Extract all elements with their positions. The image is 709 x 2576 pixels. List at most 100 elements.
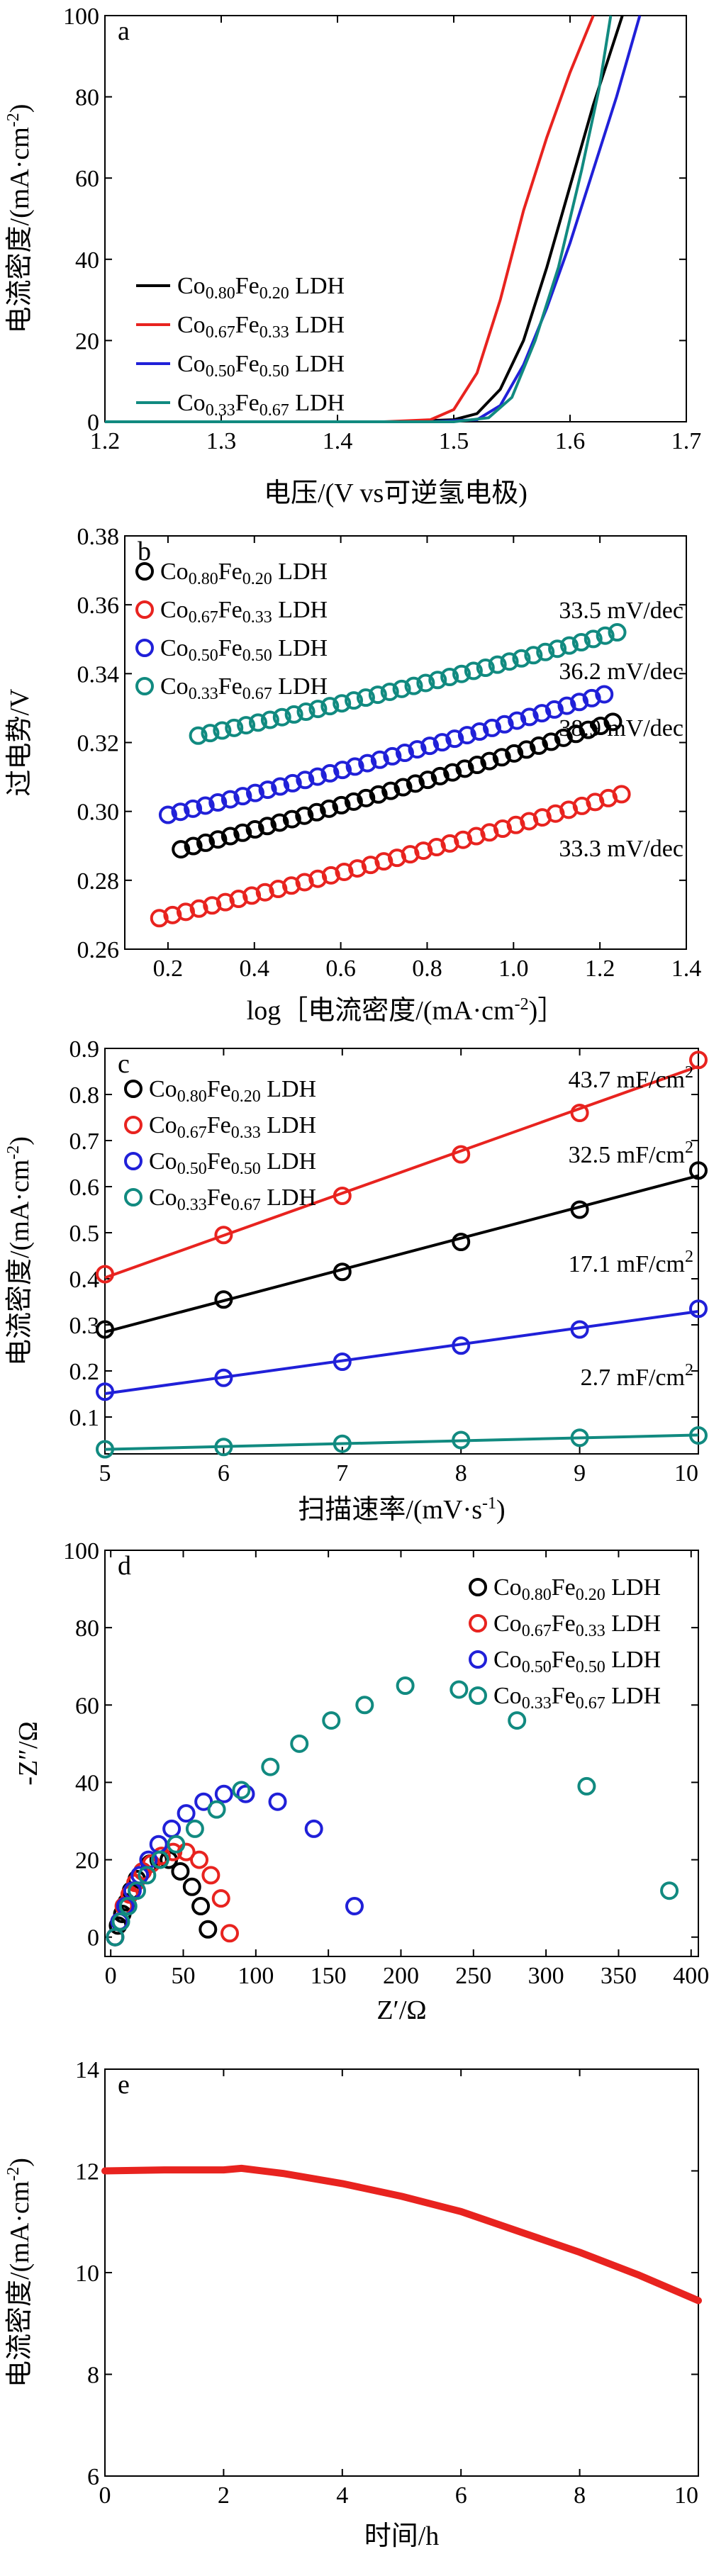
data-point [333, 761, 352, 780]
data-point [163, 905, 182, 924]
text-span: Fe [552, 1647, 576, 1673]
text-span: Co [149, 1076, 177, 1102]
data-point [368, 685, 387, 705]
text-span: 2 [685, 1248, 693, 1266]
data-point [255, 883, 274, 902]
text-span: 电流密度/(mA·cm [5, 127, 35, 333]
capacitance-annotation: 17.1 mF/cm2 [569, 1248, 693, 1277]
text-span: ) [5, 1136, 35, 1146]
data-point [184, 799, 203, 818]
x-tick-label: 0 [99, 2482, 111, 2509]
data-point [203, 896, 222, 915]
text-span: 0.33 [231, 1124, 261, 1142]
y-tick-label: 0.7 [69, 1129, 100, 1155]
data-point [406, 774, 425, 793]
x-tick-label: 0.4 [240, 956, 270, 982]
y-tick-label: 0.3 [69, 1313, 100, 1339]
data-point [182, 1877, 201, 1896]
text-span: Co [493, 1611, 522, 1637]
legend-label: Co0.80Fe0.20 LDH [177, 273, 345, 303]
data-point [171, 802, 190, 822]
x-axis-label: 电压/(V vs可逆氢电极) [264, 478, 527, 508]
text-span: Fe [235, 390, 259, 416]
data-point [480, 751, 499, 771]
data-point [284, 705, 303, 724]
x-tick-label: 50 [172, 1963, 196, 1989]
data-point [261, 1757, 280, 1776]
data-point [570, 1320, 589, 1339]
data-point [559, 636, 579, 655]
data-point [96, 1440, 114, 1459]
data-point [220, 1924, 239, 1943]
data-point [233, 787, 252, 806]
legend-swatch-marker [135, 600, 154, 619]
text-span: Fe [235, 273, 259, 299]
text-span: LDH [605, 1647, 661, 1673]
legend-swatch-marker [469, 1614, 487, 1633]
data-point [216, 892, 235, 912]
plot-frame [104, 2068, 699, 2477]
data-point [596, 626, 615, 645]
data-point [333, 1434, 352, 1453]
data-point [248, 713, 267, 732]
text-span: 2 [685, 1063, 693, 1082]
data-point [591, 717, 610, 736]
panel-b: b 0.2 0.4 0.6 0.8 1.0 1.2 1.4 0.26 0.28 0.30 0.32 0.… [5, 524, 701, 1026]
data-point [189, 899, 208, 918]
text-span: Co [177, 351, 206, 377]
data-point [452, 664, 471, 683]
x-axis-label: 时间/h [364, 2521, 440, 2551]
data-point [383, 746, 402, 766]
text-span: Co [177, 273, 206, 299]
x-tick-label: 0.6 [325, 956, 356, 982]
x-tick-label: 250 [455, 1963, 491, 1989]
data-point [214, 1226, 233, 1245]
data-point [505, 744, 524, 763]
data-point [344, 792, 363, 811]
x-tick-label: 1.4 [323, 428, 353, 454]
data-point [529, 736, 548, 755]
data-point [220, 790, 240, 809]
data-point [571, 633, 591, 652]
text-span: LDH [272, 673, 328, 700]
data-point [271, 777, 290, 796]
text-span: -2 [515, 995, 529, 1014]
legend-label: Co0.67Fe0.33 LDH [160, 597, 328, 627]
data-point [577, 1776, 596, 1796]
data-point [570, 693, 589, 712]
text-span: LDH [605, 1611, 661, 1637]
data-point [450, 1680, 469, 1699]
data-point [177, 1804, 196, 1823]
x-tick-label: 10 [674, 2482, 698, 2509]
data-point [333, 694, 352, 713]
y-tick-label: 40 [75, 247, 99, 274]
data-point [232, 1781, 251, 1800]
legend-swatch-marker [469, 1686, 487, 1705]
legend-label: Co0.67Fe0.33 LDH [177, 312, 345, 342]
data-point [612, 785, 631, 804]
data-point [138, 1866, 157, 1885]
data-point [208, 793, 228, 812]
series-line-CoFe_067_033 [101, 2164, 702, 2305]
data-point [689, 1161, 708, 1180]
data-point [445, 729, 464, 749]
legend-label: Co0.67Fe0.33 LDH [149, 1112, 316, 1142]
text-span: Fe [552, 1611, 576, 1637]
text-span: 0.80 [206, 284, 235, 303]
y-tick-label: 40 [75, 1770, 99, 1796]
text-span: LDH [289, 351, 345, 377]
data-point [570, 1104, 589, 1122]
text-span: 0.50 [231, 1160, 261, 1178]
text-span: 0.20 [242, 570, 272, 588]
data-point [199, 1920, 218, 1939]
data-point [392, 679, 411, 698]
panel-label: a [118, 16, 130, 46]
x-tick-label: 100 [238, 1963, 274, 1989]
text-span: Fe [207, 1185, 231, 1211]
data-point [150, 1850, 169, 1869]
data-point [358, 754, 377, 773]
data-point [495, 715, 514, 734]
text-span: 0.33 [242, 608, 272, 627]
text-span: Co [149, 1185, 177, 1211]
data-point [660, 1881, 679, 1900]
